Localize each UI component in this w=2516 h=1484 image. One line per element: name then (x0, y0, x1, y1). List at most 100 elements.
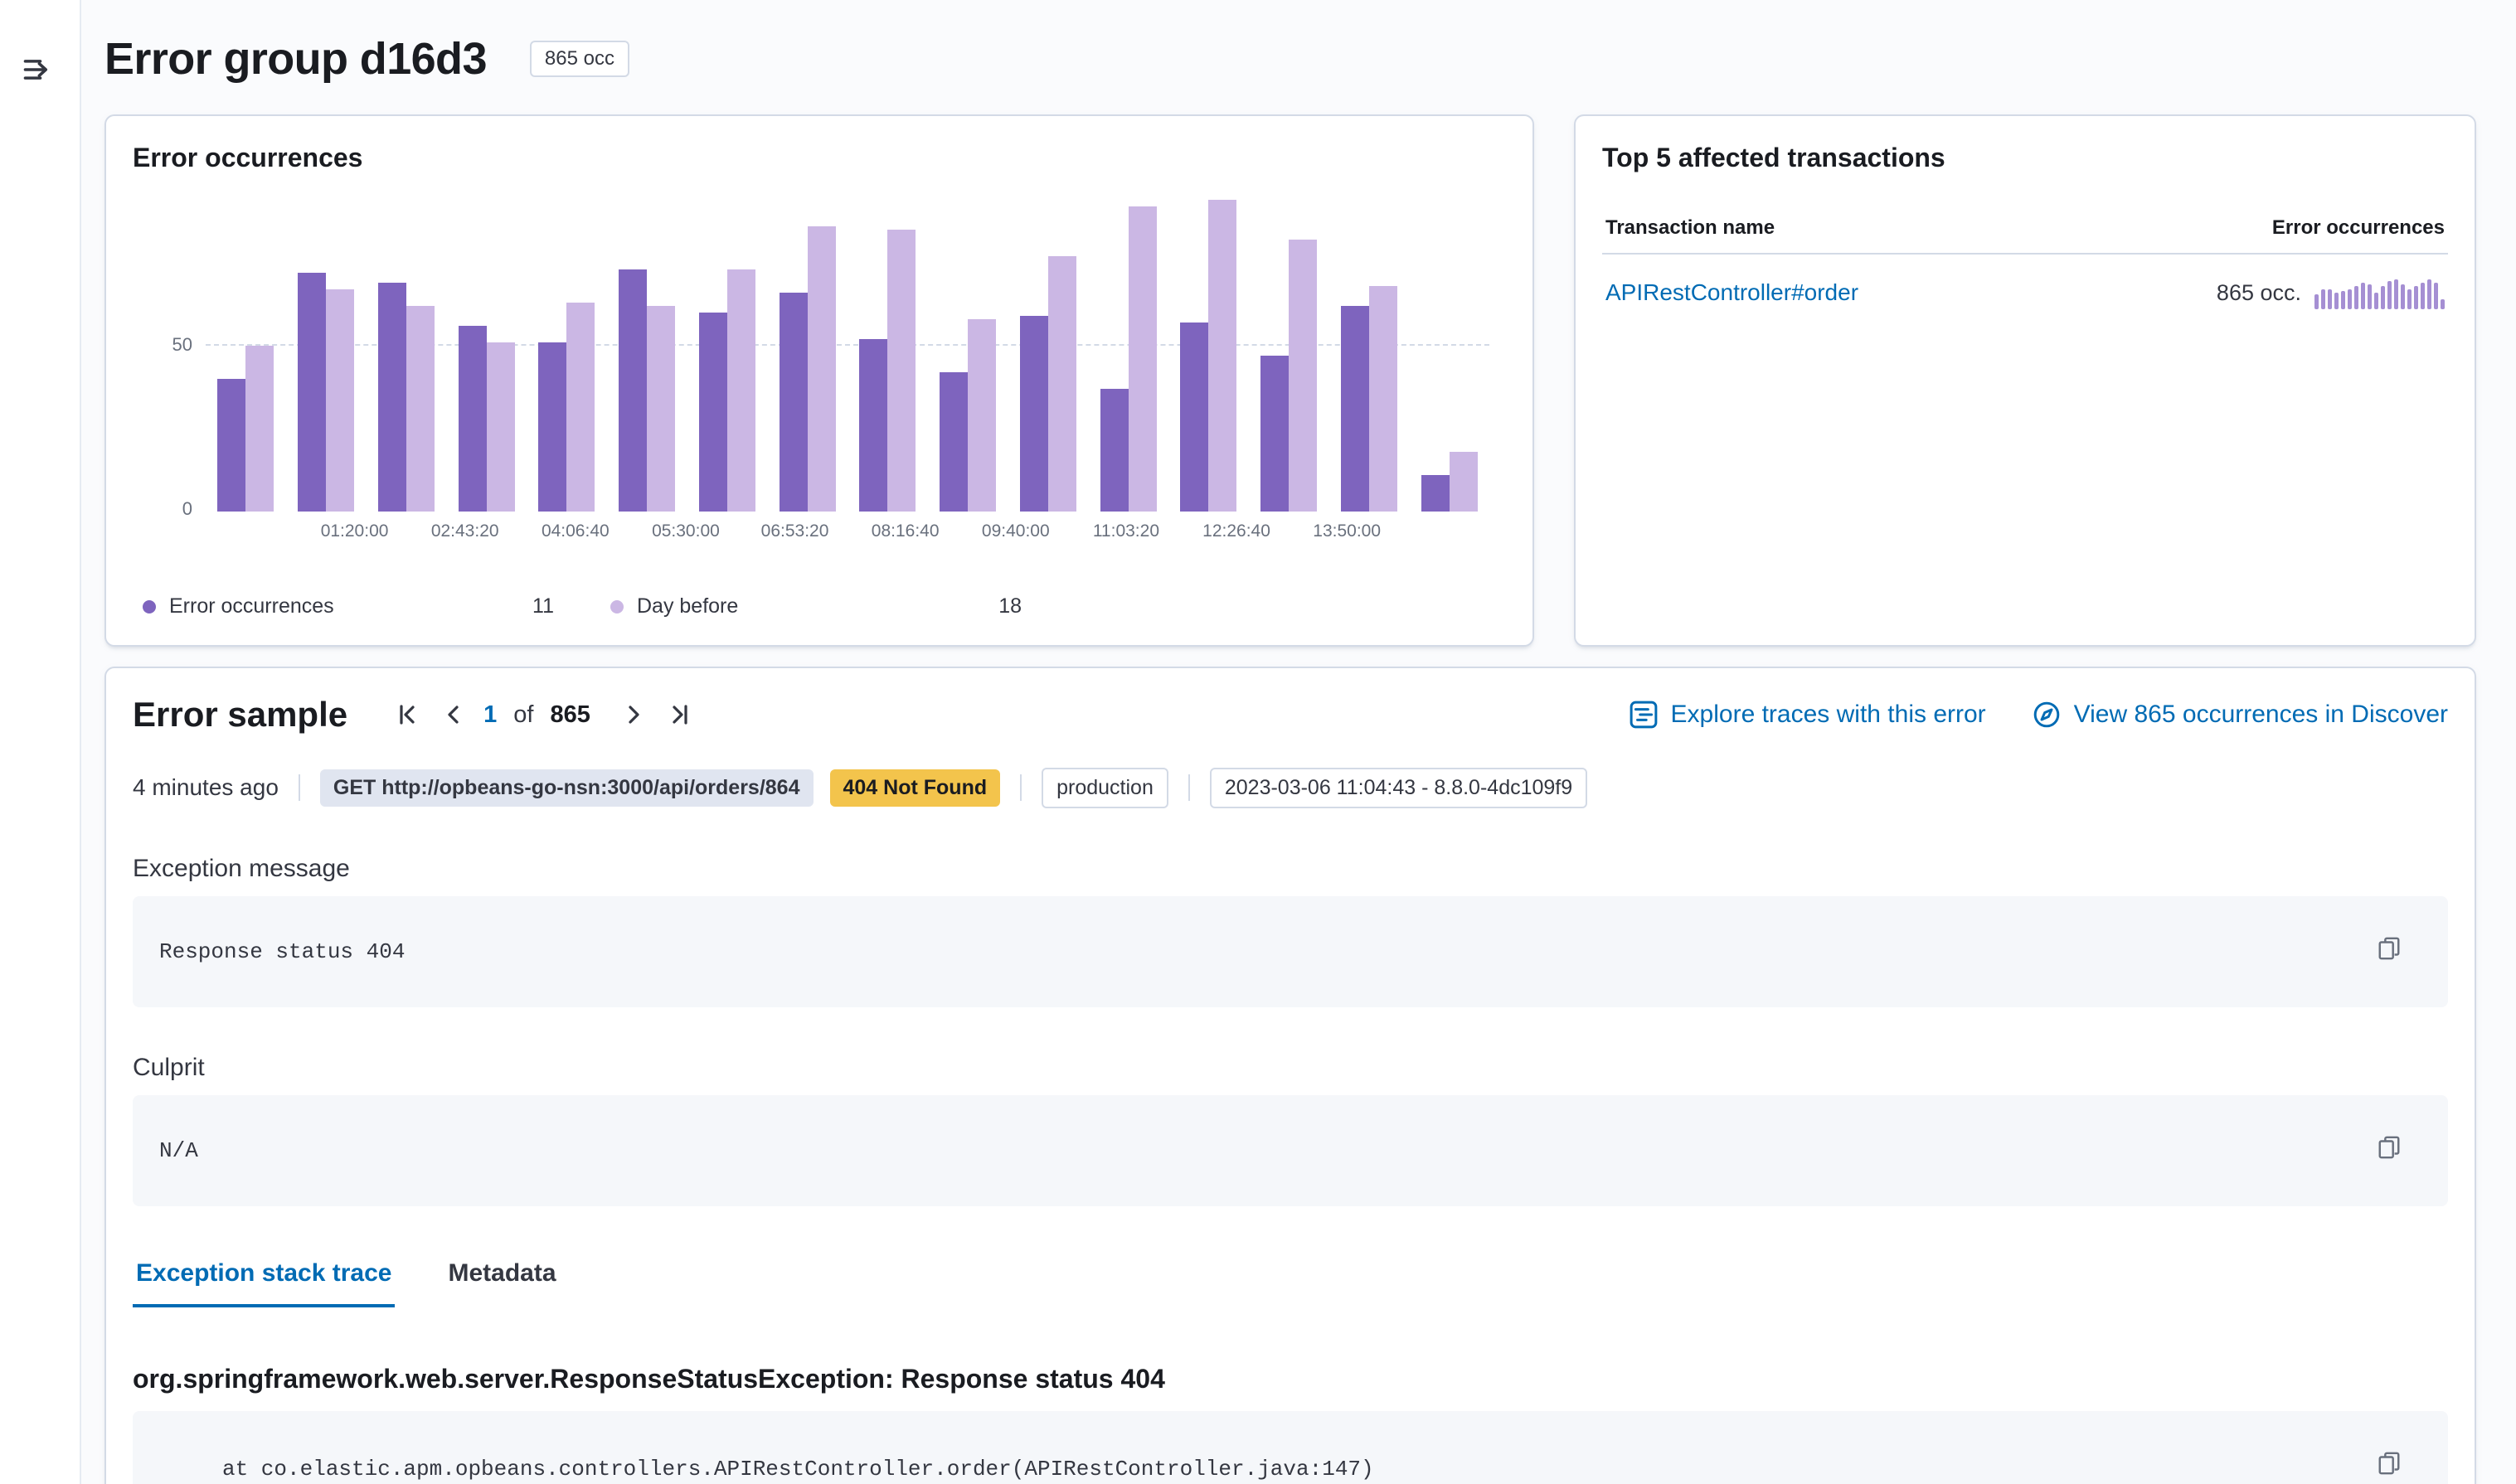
bar-error-occurrences (538, 342, 567, 512)
bar-pair (377, 283, 435, 512)
chart-plot-area (206, 187, 1489, 512)
x-tick-label: 13:50:00 (1313, 521, 1382, 541)
next-page-button[interactable] (617, 698, 650, 731)
culprit-value: N/A (159, 1137, 198, 1163)
bar-error-occurrences (298, 273, 327, 512)
bar-error-occurrences (1421, 475, 1450, 512)
current-page-number: 1 (483, 701, 498, 728)
bar-error-occurrences (1340, 306, 1369, 512)
page-title: Error group d16d3 (104, 34, 487, 84)
bar-day-before (726, 269, 755, 512)
legend-label: Day before (637, 594, 739, 618)
explore-traces-button[interactable]: Explore traces with this error (1630, 701, 1986, 729)
stack-trace-block: at co.elastic.apm.opbeans.controllers.AP… (133, 1410, 2448, 1484)
bar-pair (1421, 452, 1478, 512)
bar-day-before (1208, 200, 1237, 512)
error-occurrences-title: Error occurrences (133, 143, 363, 172)
table-row: APIRestController#order 865 occ. (1602, 255, 2448, 331)
exception-message-value: Response status 404 (159, 938, 406, 964)
bar-day-before (647, 306, 676, 512)
bar-day-before (1047, 256, 1076, 512)
copy-icon[interactable] (2377, 1451, 2402, 1476)
last-page-button[interactable] (663, 698, 697, 731)
http-status-badge: 404 Not Found (829, 769, 1001, 807)
legend-label: Error occurrences (169, 594, 334, 618)
bar-error-occurrences (1100, 389, 1129, 512)
bar-day-before (887, 230, 916, 512)
bar-error-occurrences (779, 293, 808, 512)
bar-pair (859, 230, 916, 512)
x-tick-label: 02:43:20 (430, 521, 499, 541)
bar-pair (1180, 200, 1237, 512)
tab-metadata[interactable]: Metadata (444, 1259, 559, 1307)
sample-actions: Explore traces with this error View 865 … (1630, 701, 2448, 729)
first-page-button[interactable] (391, 698, 424, 731)
error-occurrences-panel: Error occurrences 50 0 01:20:00 02:43:20 0… (104, 114, 1534, 647)
pagination-of-label: of (513, 701, 534, 728)
bar-pair (298, 273, 355, 512)
bar-day-before (406, 306, 435, 512)
bar-day-before (326, 289, 355, 512)
bar-error-occurrences (458, 326, 487, 512)
culprit-label: Culprit (133, 1053, 205, 1081)
transaction-link[interactable]: APIRestController#order (1605, 279, 1859, 305)
legend-dot-error-occurrences (143, 599, 156, 613)
bar-error-occurrences (377, 283, 406, 512)
bar-pair (1340, 286, 1397, 512)
occurrences-count-badge: 865 occ (529, 40, 629, 78)
sample-pagination: 1 of 865 (391, 698, 697, 731)
previous-page-button[interactable] (437, 698, 470, 731)
bar-pairs (206, 187, 1489, 512)
gridline-50 (206, 344, 1489, 346)
error-occurrences-chart: 50 0 01:20:00 02:43:20 04:06:40 05:30:00 06:… (133, 180, 1506, 578)
view-discover-label: View 865 occurrences in Discover (2073, 701, 2448, 728)
error-sample-title: Error sample (133, 695, 348, 734)
x-axis-ticks: 01:20:00 02:43:20 04:06:40 05:30:00 06:53:20… (206, 521, 1489, 545)
y-axis-tick-50: 50 (172, 334, 192, 355)
bar-pair (217, 346, 274, 512)
bar-day-before (1128, 206, 1157, 512)
bar-pair (779, 226, 836, 512)
chart-legend: Error occurrences 11 Day before 18 (133, 594, 1506, 618)
top-transactions-panel: Top 5 affected transactions Transaction … (1574, 114, 2476, 647)
sparkline (2314, 276, 2445, 309)
x-tick-label: 06:53:20 (760, 521, 829, 541)
legend-dot-day-before (610, 599, 624, 613)
transaction-occurrences-cell: 865 occ. (2217, 276, 2445, 309)
main-content: Error group d16d3 865 occ Error occurren… (81, 0, 2516, 1484)
request-url-badge: GET http://opbeans-go-nsn:3000/api/order… (319, 769, 814, 807)
legend-value: 18 (998, 594, 1022, 618)
bar-day-before (968, 319, 997, 512)
bar-day-before (807, 226, 836, 512)
legend-item-error-occurrences[interactable]: Error occurrences 11 (143, 594, 554, 618)
bar-day-before (1289, 240, 1318, 512)
legend-item-day-before[interactable]: Day before 18 (610, 594, 1022, 618)
bar-pair (458, 326, 515, 512)
view-discover-button[interactable]: View 865 occurrences in Discover (2033, 701, 2448, 729)
x-tick-label: 05:30:00 (652, 521, 720, 541)
bar-pair (940, 319, 997, 512)
sample-tabs: Exception stack trace Metadata (133, 1259, 2448, 1307)
bar-pair (1260, 240, 1318, 512)
x-tick-label: 04:06:40 (541, 521, 610, 541)
legend-value: 11 (532, 594, 554, 618)
x-tick-label: 12:26:40 (1202, 521, 1270, 541)
bar-error-occurrences (1019, 316, 1048, 512)
column-error-occurrences: Error occurrences (2271, 216, 2445, 239)
stack-frame: at co.elastic.apm.opbeans.controllers.AP… (222, 1456, 1374, 1482)
divider (1020, 774, 1022, 802)
copy-icon[interactable] (2377, 1135, 2402, 1160)
bar-error-occurrences (1260, 356, 1290, 512)
sample-meta-row: 4 minutes ago GET http://opbeans-go-nsn:… (133, 768, 2448, 808)
tab-exception-stack-trace[interactable]: Exception stack trace (133, 1259, 396, 1307)
bar-error-occurrences (940, 372, 969, 512)
expand-menu-icon[interactable] (17, 50, 56, 90)
discover-compass-icon (2033, 701, 2061, 729)
bar-pair (698, 269, 755, 512)
copy-icon[interactable] (2377, 936, 2402, 961)
x-tick-label: 08:16:40 (871, 521, 940, 541)
bar-error-occurrences (619, 269, 648, 512)
bar-pair (538, 303, 595, 512)
timestamp-relative: 4 minutes ago (133, 774, 279, 801)
